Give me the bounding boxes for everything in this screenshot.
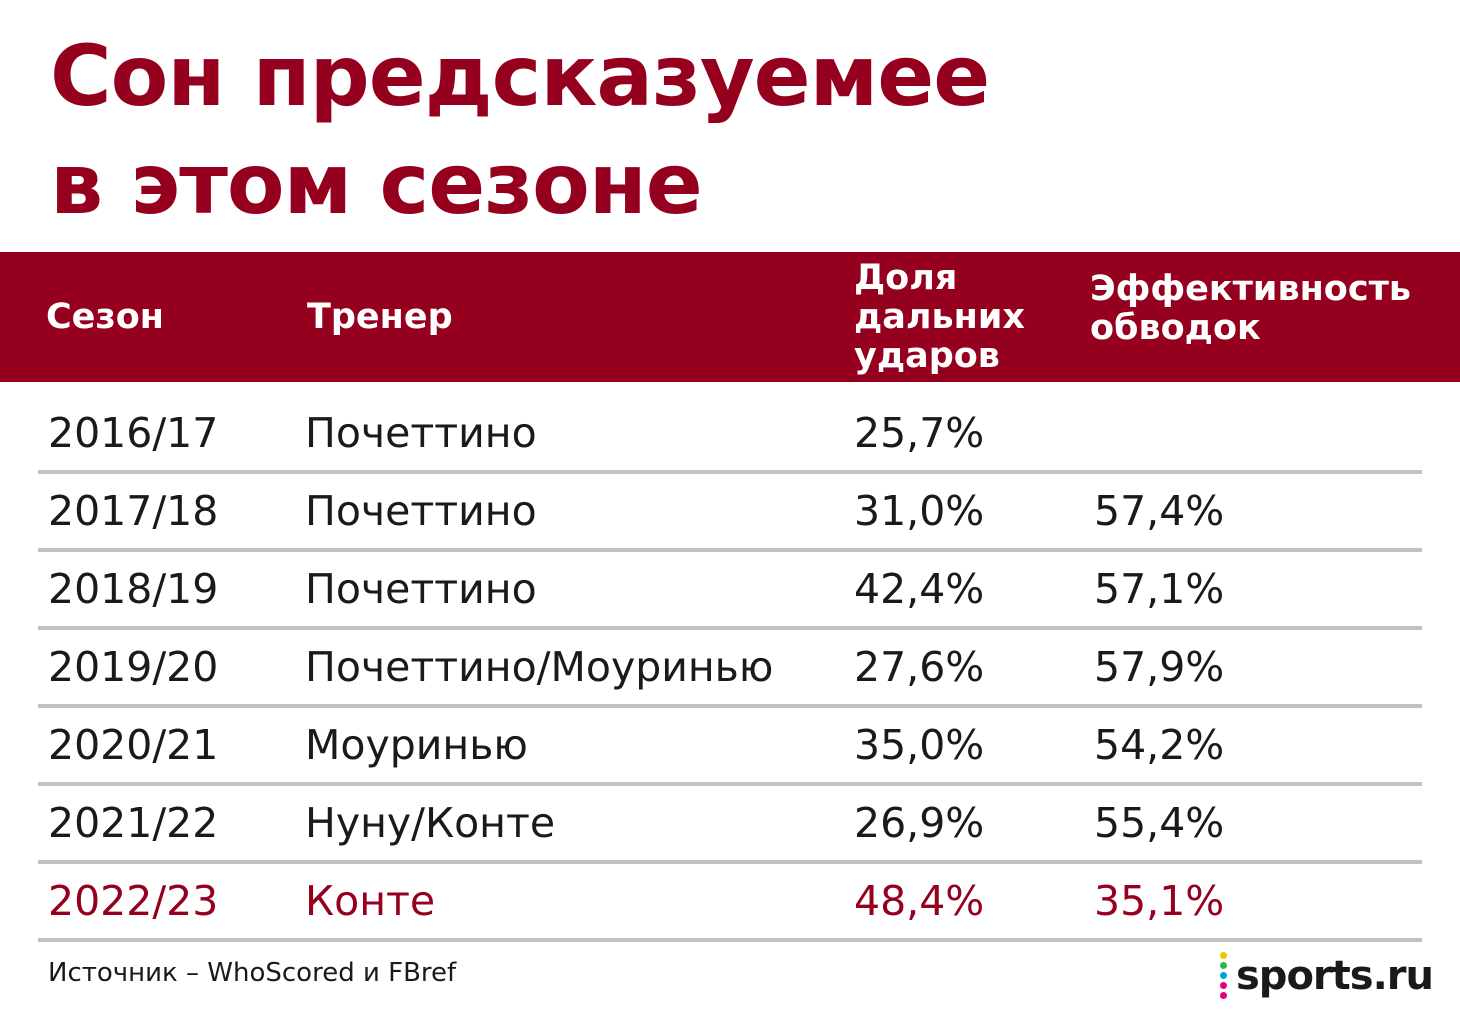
- header-dribbles-line-2: обводок: [1090, 308, 1261, 348]
- sports-ru-dots-icon: [1220, 952, 1228, 1000]
- header-coach: Тренер: [307, 296, 453, 337]
- coach-cell: Конте: [305, 877, 436, 925]
- coach-cell: Почеттино: [305, 409, 537, 457]
- header-dribbles-line-1: Эффективность: [1090, 269, 1411, 309]
- header-long-shots-line-2: дальних: [854, 296, 1025, 337]
- long-shots-cell: 48,4%: [854, 877, 985, 925]
- coach-cell: Почеттино: [305, 487, 537, 535]
- season-cell: 2022/23: [48, 877, 219, 925]
- row-divider: [38, 782, 1422, 786]
- sports-ru-logo: sports.ru: [1220, 950, 1434, 1002]
- long-shots-cell: 35,0%: [854, 721, 985, 769]
- season-cell: 2016/17: [48, 409, 219, 457]
- row-divider: [38, 548, 1422, 552]
- long-shots-cell: 25,7%: [854, 409, 985, 457]
- coach-cell: Почеттино/Моуринью: [305, 643, 774, 691]
- coach-cell: Моуринью: [305, 721, 528, 769]
- table-row: 2019/20 Почеттино/Моуринью 27,6% 57,9%: [38, 630, 1422, 708]
- dribbles-cell: 57,4%: [1094, 487, 1225, 535]
- season-cell: 2017/18: [48, 487, 219, 535]
- header-long-shots-line-3: ударов: [854, 335, 1000, 376]
- season-cell: 2020/21: [48, 721, 219, 769]
- table-row: 2016/17 Почеттино 25,7%: [38, 396, 1422, 474]
- logo-text: sports.ru: [1236, 953, 1434, 999]
- dribbles-cell: 57,1%: [1094, 565, 1225, 613]
- dribbles-cell: 54,2%: [1094, 721, 1225, 769]
- row-divider: [38, 470, 1422, 474]
- table-row: 2021/22 Нуну/Конте 26,9% 55,4%: [38, 786, 1422, 864]
- table-row: 2020/21 Моуринью 35,0% 54,2%: [38, 708, 1422, 786]
- table-row: 2022/23 Конте 48,4% 35,1%: [38, 864, 1422, 942]
- dribbles-cell: 55,4%: [1094, 799, 1225, 847]
- long-shots-cell: 26,9%: [854, 799, 985, 847]
- row-divider: [38, 704, 1422, 708]
- row-divider: [38, 860, 1422, 864]
- dribbles-cell: 35,1%: [1094, 877, 1225, 925]
- coach-cell: Почеттино: [305, 565, 537, 613]
- row-divider: [38, 626, 1422, 630]
- table-row: 2017/18 Почеттино 31,0% 57,4%: [38, 474, 1422, 552]
- header-long-shots: Доля дальних ударов: [854, 252, 1025, 382]
- season-cell: 2021/22: [48, 799, 219, 847]
- season-cell: 2018/19: [48, 565, 219, 613]
- table-header: Сезон Тренер Доля дальних ударов Эффекти…: [0, 252, 1460, 382]
- dribbles-cell: 57,9%: [1094, 643, 1225, 691]
- long-shots-cell: 27,6%: [854, 643, 985, 691]
- long-shots-cell: 31,0%: [854, 487, 985, 535]
- long-shots-cell: 42,4%: [854, 565, 985, 613]
- header-dribbles: Эффективность обводок: [1090, 252, 1411, 382]
- title-line-2: в этом сезоне: [50, 135, 703, 233]
- title-line-1: Сон предсказуемее: [50, 27, 990, 125]
- chart-title: Сон предсказуемее в этом сезоне: [50, 22, 990, 238]
- header-long-shots-line-1: Доля: [854, 257, 958, 298]
- table-row: 2018/19 Почеттино 42,4% 57,1%: [38, 552, 1422, 630]
- coach-cell: Нуну/Конте: [305, 799, 556, 847]
- row-divider: [38, 938, 1422, 942]
- header-season: Сезон: [46, 296, 164, 337]
- source-note: Источник – WhoScored и FBref: [48, 958, 457, 988]
- season-cell: 2019/20: [48, 643, 219, 691]
